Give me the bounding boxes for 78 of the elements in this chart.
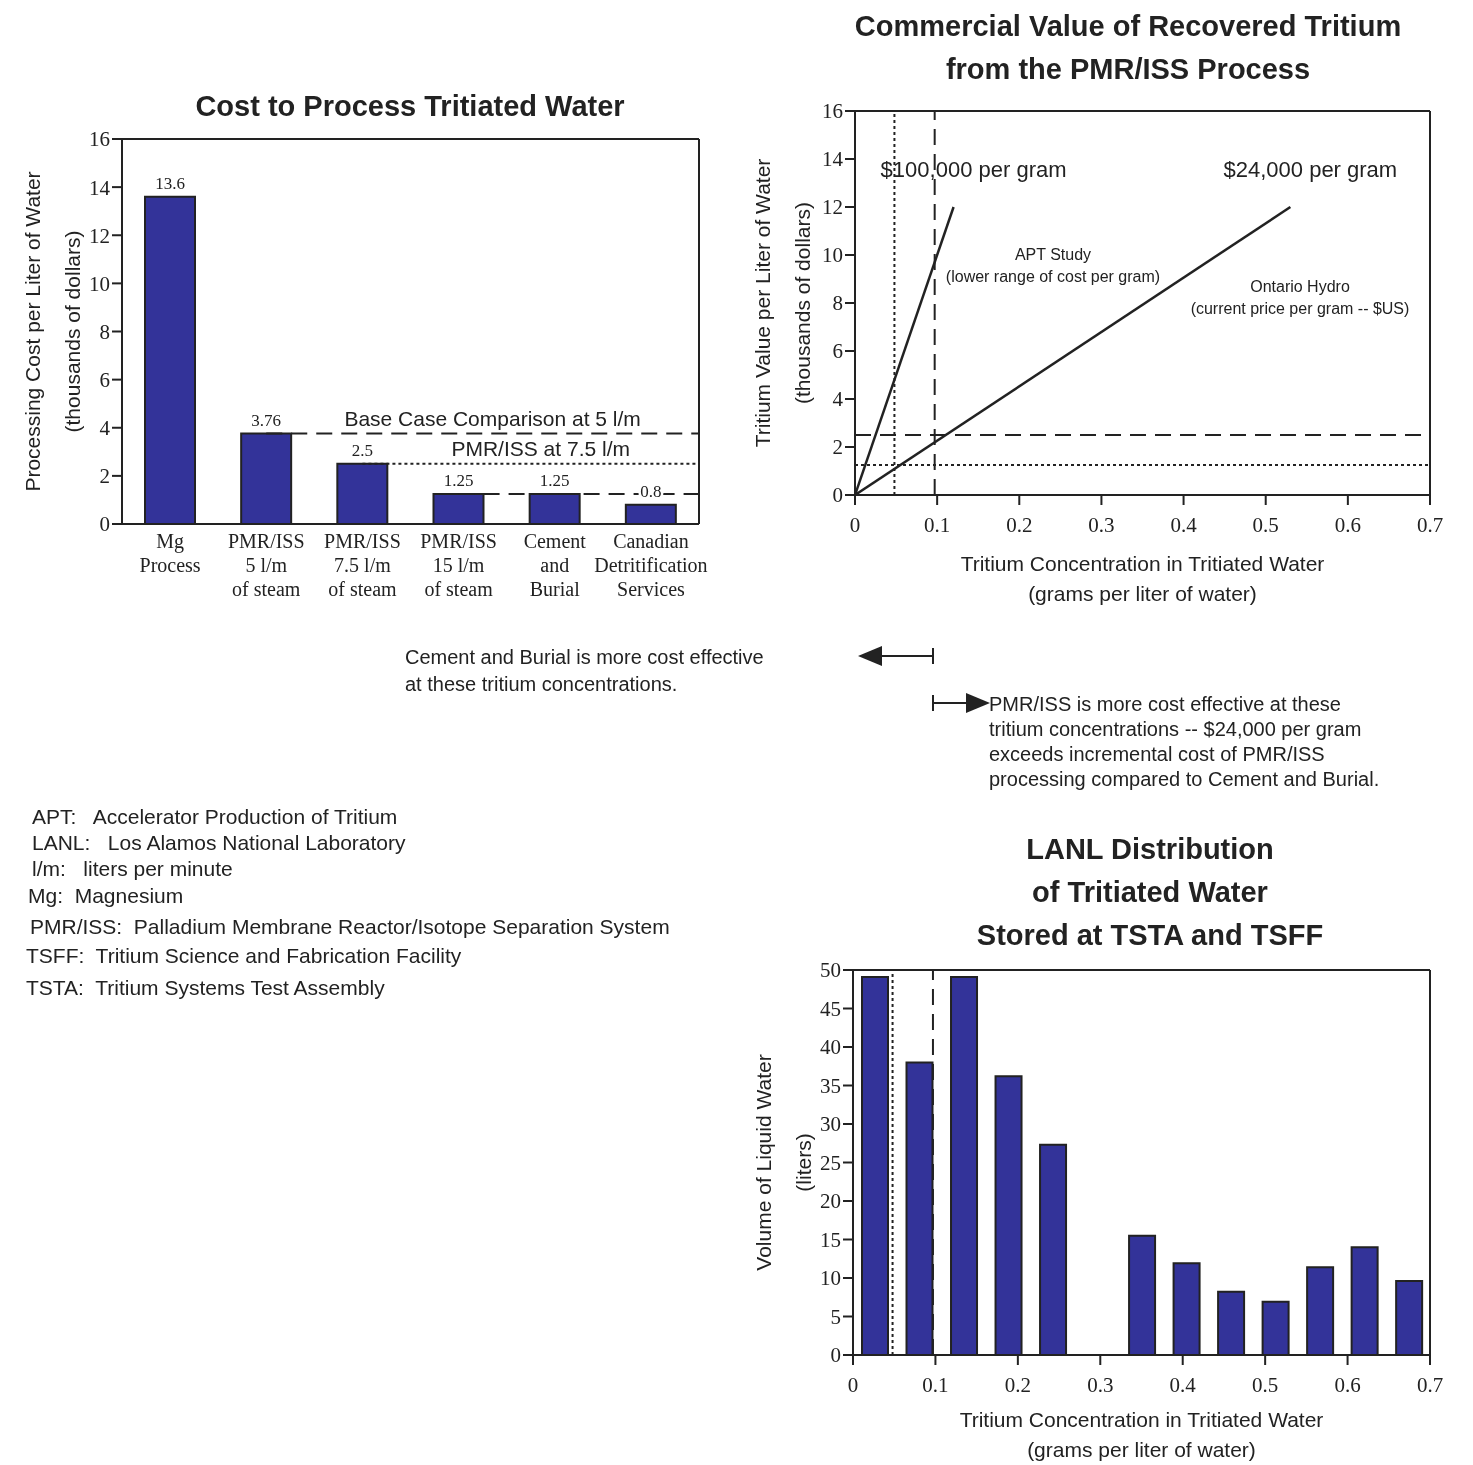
x-tick-label: 0.7: [1416, 512, 1444, 537]
y-tick-label: 20: [820, 1189, 841, 1214]
y-tick-label: 16: [822, 99, 843, 124]
y-tick-label: 12: [822, 195, 843, 220]
text: TSFF: Tritium Science and Fabrication Facility: [26, 944, 462, 968]
x-tick-label: Mg Process: [139, 530, 201, 576]
y-tick-label: 6: [99, 368, 110, 393]
x-tick-label: 0: [849, 512, 861, 537]
y-tick-label: 4: [832, 387, 844, 412]
x-axis-title: Tritium Concentration in Tritiated Water (grams per liter of water): [959, 1408, 1324, 1461]
x-tick-label: 0.6: [1334, 512, 1361, 537]
x-tick-label: 0.2: [1006, 512, 1033, 537]
text: Cement and Burial is more cost effective at these tritium concentrations.: [405, 645, 765, 697]
text: LANL: Los Alamos National Laboratory: [32, 831, 406, 855]
y-tick-label: 4: [99, 416, 111, 441]
y-axis-title: Processing Cost per Liter of Water (thousands of dollars): [21, 171, 84, 492]
ref-line-label: Base Case Comparison at 5 l/m: [344, 406, 641, 430]
chart-title: Cost to Process Tritiated Water: [194, 89, 626, 124]
annotation: Ontario Hydro (current price per gram -- $US): [1190, 278, 1410, 317]
y-tick-label: 8: [99, 319, 110, 344]
x-tick-label: PMR/ISS 7.5 l/m of steam: [324, 530, 401, 600]
y-tick-label: 0: [832, 483, 843, 508]
y-tick-label: 35: [820, 1073, 841, 1098]
y-tick-label: 40: [820, 1035, 841, 1060]
y-tick-label: 2: [832, 435, 843, 460]
x-tick-label: 0.1: [924, 512, 951, 537]
text: APT: Accelerator Production of Tritium: [32, 805, 398, 829]
text: l/m: liters per minute: [32, 857, 233, 881]
y-tick-label: 45: [820, 996, 841, 1021]
x-tick-label: 0.3: [1087, 1372, 1114, 1397]
y-tick-label: 15: [820, 1227, 841, 1252]
data-label: 2.5: [351, 440, 373, 460]
chart-title: LANL Distribution of Tritiated Water Stored at TSTA and TSFF: [975, 832, 1325, 953]
text: TSTA: Tritium Systems Test Assembly: [26, 976, 385, 1000]
chart-title: Commercial Value of Recovered Tritium from the PMR/ISS Process: [853, 9, 1403, 87]
data-label: 1.25: [443, 470, 474, 490]
x-axis-title: Tritium Concentration in Tritiated Water (grams per liter of water): [960, 552, 1325, 605]
x-tick-label: 0.3: [1088, 512, 1115, 537]
series-label: $100,000 per gram: [880, 157, 1067, 182]
text: PMR/ISS: Palladium Membrane Reactor/Isotope Separation System: [30, 915, 670, 939]
x-tick-label: 0.5: [1252, 1372, 1279, 1397]
y-tick-label: 10: [89, 271, 110, 296]
y-tick-label: 30: [820, 1112, 841, 1137]
text: Mg: Magnesium: [28, 884, 184, 908]
x-tick-label: 0.7: [1416, 1372, 1444, 1397]
y-tick-label: 14: [822, 147, 844, 172]
y-tick-label: 8: [832, 291, 843, 316]
x-tick-label: 0.6: [1334, 1372, 1361, 1397]
x-tick-label: 0.4: [1170, 512, 1198, 537]
y-tick-label: 14: [89, 175, 111, 200]
y-tick-label: 5: [830, 1304, 841, 1329]
text: PMR/ISS is more cost effective at these tritium concentrations -- $24,000 per gram exceeds incremental cost of PMR/ISS processing compared to Cement and Burial.: [989, 692, 1381, 792]
x-tick-label: Canadian Detritification Services: [594, 530, 708, 600]
y-tick-label: 0: [830, 1343, 841, 1368]
data-label: 13.6: [155, 173, 185, 193]
y-tick-label: 16: [89, 127, 110, 152]
data-label: 3.76: [251, 410, 282, 430]
x-tick-label: PMR/ISS 15 l/m of steam: [420, 530, 497, 600]
data-label: 0.8: [640, 481, 662, 501]
y-axis-title: Tritium Value per Liter of Water (thousands of dollars): [751, 158, 814, 448]
x-tick-label: 0.1: [922, 1372, 949, 1397]
y-tick-label: 12: [89, 223, 110, 248]
y-tick-label: 10: [822, 243, 843, 268]
y-axis-title: Volume of Liquid Water (liters): [752, 1054, 815, 1271]
y-tick-label: 25: [820, 1150, 841, 1175]
y-tick-label: 10: [820, 1266, 841, 1291]
x-tick-label: Cement and Burial: [523, 530, 587, 600]
y-tick-label: 50: [820, 958, 841, 983]
series-label: $24,000 per gram: [1223, 157, 1398, 182]
ref-line-label: PMR/ISS at 7.5 l/m: [451, 436, 630, 460]
x-tick-label: 0.2: [1004, 1372, 1031, 1397]
x-tick-label: 0.4: [1169, 1372, 1197, 1397]
x-tick-label: PMR/ISS 5 l/m of steam: [227, 530, 305, 600]
x-tick-label: 0.5: [1252, 512, 1279, 537]
y-tick-label: 2: [99, 464, 110, 489]
data-label: 1.25: [539, 470, 570, 490]
annotation: APT Study (lower range of cost per gram): [945, 246, 1161, 285]
y-tick-label: 6: [832, 339, 843, 364]
